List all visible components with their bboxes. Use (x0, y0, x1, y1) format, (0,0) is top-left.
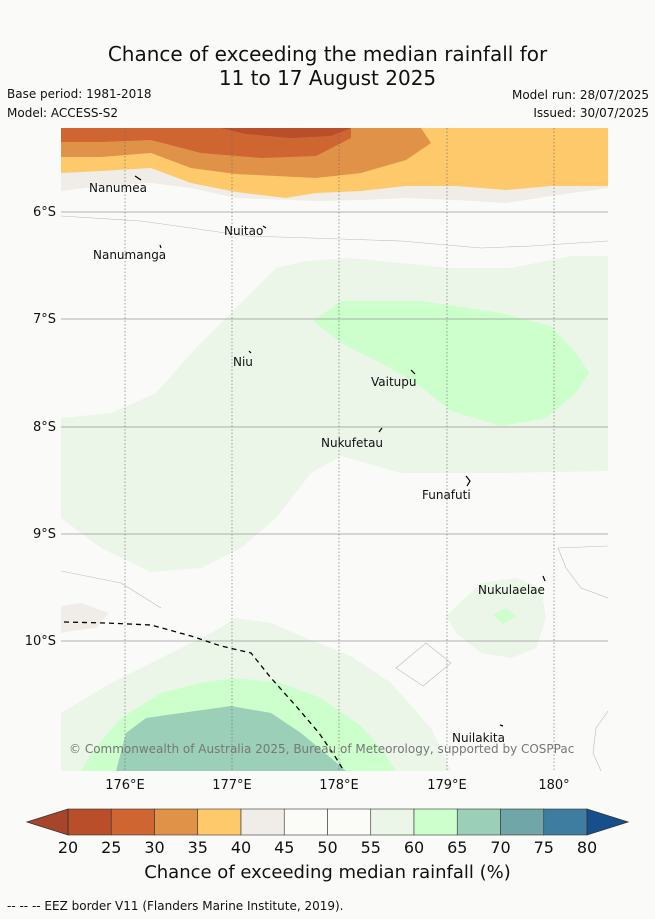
colorbar-tick-label: 25 (101, 838, 122, 857)
lon-label-178e: 178°E (319, 778, 359, 793)
lon-label-179e: 179°E (427, 778, 467, 793)
chart-title-line1: Chance of exceeding the median rainfall … (107, 42, 548, 66)
colorbar-segment (543, 808, 588, 836)
chart-title-line2: 11 to 17 August 2025 (218, 66, 437, 90)
colorbar-segment (456, 808, 501, 836)
island-label-funafuti: Funafuti (422, 488, 471, 502)
island-label-nukulaelae: Nukulaelae (478, 583, 545, 597)
colorbar-segment (240, 808, 285, 836)
lon-label-180: 180° (538, 778, 570, 793)
lon-label-176e: 176°E (105, 778, 145, 793)
model-run: Model run: 28/07/2025 (511, 88, 649, 102)
colorbar-extend-low (26, 808, 69, 836)
map-copyright: © Commonwealth of Australia 2025, Bureau… (69, 742, 575, 756)
colorbar-tick-label: 80 (576, 838, 598, 857)
colorbar (26, 808, 630, 836)
issued-date: Issued: 30/07/2025 (533, 106, 649, 120)
rainfall-map (61, 128, 608, 771)
lon-label-177e: 177°E (212, 778, 252, 793)
eez-border-note: -- -- -- EEZ border V11 (Flanders Marine… (7, 899, 344, 913)
colorbar-segment (110, 808, 155, 836)
colorbar-tick-label: 30 (144, 838, 165, 857)
island-label-nanumea: Nanumea (89, 181, 147, 195)
lat-label-8s: 8°S (32, 420, 56, 435)
colorbar-segment (67, 808, 112, 836)
island-label-nukufetau: Nukufetau (321, 436, 384, 450)
island-label-vaitupu: Vaitupu (371, 375, 417, 389)
colorbar-tick-label: 35 (187, 838, 208, 857)
colorbar-segment (327, 808, 372, 836)
colorbar-tick-label: 65 (447, 838, 468, 857)
colorbar-tick-label: 60 (403, 838, 425, 857)
lat-label-6s: 6°S (32, 205, 56, 220)
colorbar-segment (500, 808, 545, 836)
island-label-niu: Niu (233, 355, 253, 369)
colorbar-tick-label: 70 (490, 838, 511, 857)
colorbar-tick-label: 75 (533, 838, 554, 857)
colorbar-tick-label: 20 (57, 838, 79, 857)
colorbar-segment (197, 808, 242, 836)
island-label-nuilakita: Nuilakita (452, 731, 505, 745)
colorbar-title: Chance of exceeding median rainfall (%) (144, 862, 511, 883)
island-label-nanumanga: Nanumanga (93, 248, 167, 262)
model-name: Model: ACCESS-S2 (7, 106, 119, 120)
colorbar-tick-label: 55 (360, 838, 381, 857)
colorbar-segment (370, 808, 415, 836)
colorbar-extend-high (586, 808, 630, 836)
colorbar-segment (154, 808, 199, 836)
lat-label-7s: 7°S (32, 312, 56, 327)
colorbar-segment (413, 808, 458, 836)
colorbar-tick-label: 40 (230, 838, 252, 857)
colorbar-segments (67, 808, 588, 836)
lat-label-9s: 9°S (32, 527, 56, 542)
map-canvas (61, 128, 608, 771)
colorbar-segment (283, 808, 328, 836)
lat-label-10s: 10°S (24, 634, 56, 649)
base-period: Base period: 1981-2018 (7, 87, 152, 101)
colorbar-tick-label: 45 (274, 838, 295, 857)
colorbar-tick-label: 50 (317, 838, 338, 857)
island-label-nuitao: Nuitao (224, 224, 264, 238)
